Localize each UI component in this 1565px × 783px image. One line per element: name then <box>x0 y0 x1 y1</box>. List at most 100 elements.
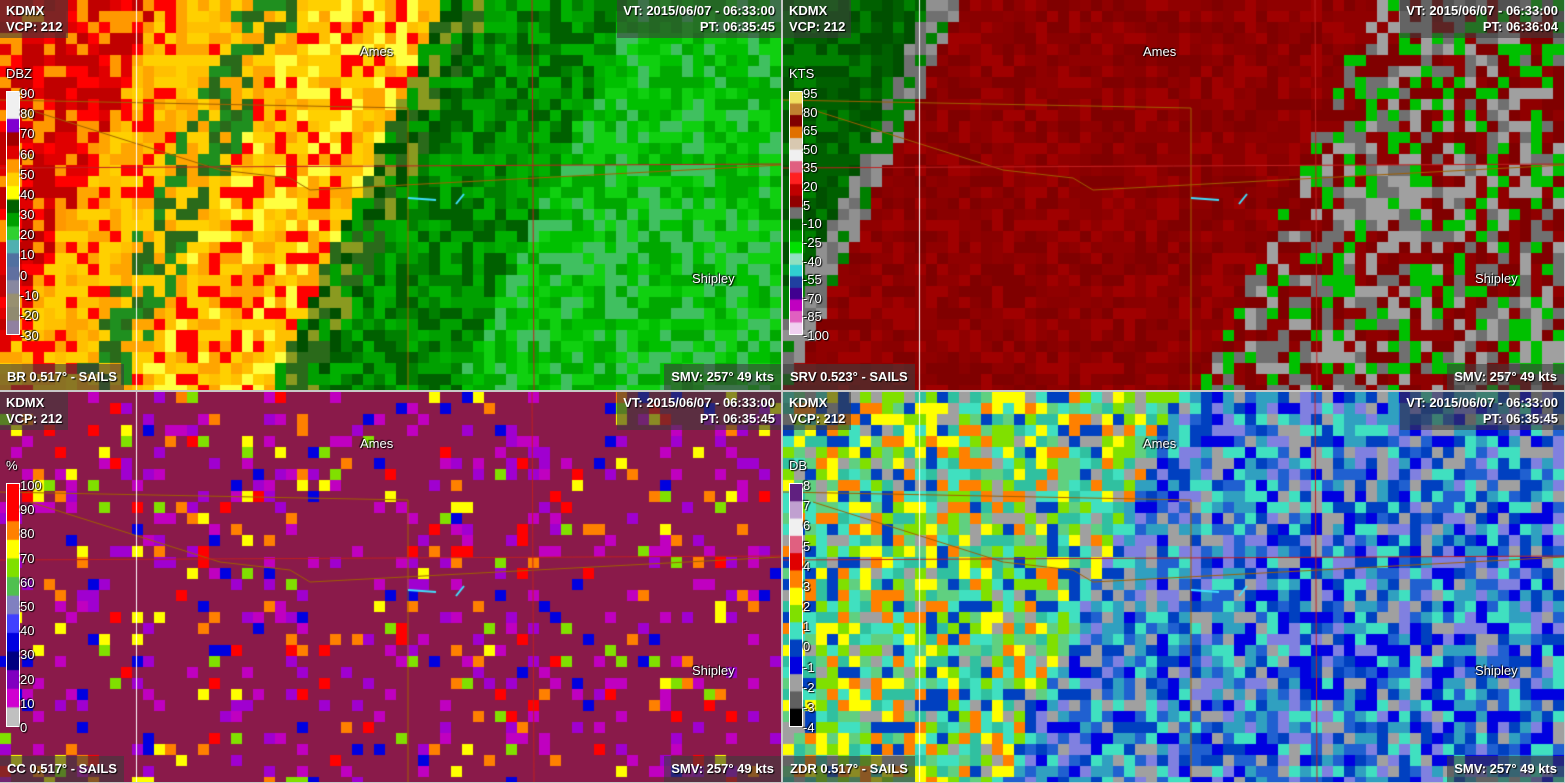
legend-tick: 60 <box>20 574 35 590</box>
color-legend <box>789 91 803 335</box>
legend-tick: 95 <box>803 86 818 101</box>
legend-tick: -70 <box>803 290 822 306</box>
legend-tick: 80 <box>20 526 35 542</box>
city-label-ames: Ames <box>360 44 394 59</box>
legend-tick: -25 <box>803 234 822 250</box>
legend-tick: -85 <box>803 309 822 325</box>
legend-tick: 30 <box>20 647 35 663</box>
legend-tick: 80 <box>803 104 818 120</box>
time-info: VT: 2015/06/07 - 06:33:00 PT: 06:35:45 <box>617 0 781 38</box>
legend-tick: 80 <box>20 106 35 122</box>
legend-tick: 1 <box>803 619 811 635</box>
legend-tick: -4 <box>803 720 815 735</box>
volume-time: VT: 2015/06/07 - 06:33:00 <box>1406 3 1558 18</box>
legend-tick: 7 <box>803 498 811 514</box>
legend-tick: -2 <box>803 679 815 695</box>
storm-motion: SMV: 257° 49 kts <box>1447 756 1564 782</box>
legend-tick: 2 <box>803 599 811 614</box>
legend-tick: 20 <box>20 227 35 243</box>
volume-time: VT: 2015/06/07 - 06:33:00 <box>623 3 775 18</box>
legend-tick: -55 <box>803 272 822 288</box>
legend-tick: 50 <box>20 166 35 182</box>
legend-tick: 50 <box>803 141 818 157</box>
radar-image[interactable] <box>0 392 781 782</box>
city-label-shipley: Shipley <box>692 663 735 678</box>
legend-unit: % <box>6 458 18 473</box>
legend-tick: 10 <box>20 695 35 711</box>
legend-tick: 5 <box>803 538 811 554</box>
legend-tick: 40 <box>20 623 35 639</box>
city-label-shipley: Shipley <box>1475 663 1518 678</box>
legend-tick: 40 <box>20 186 35 202</box>
legend-tick: 50 <box>20 599 35 614</box>
station-id: KDMX <box>6 395 45 410</box>
product-time: PT: 06:35:45 <box>699 19 775 34</box>
legend-tick: 20 <box>803 179 818 195</box>
city-label-ames: Ames <box>360 436 394 451</box>
product-time: PT: 06:35:45 <box>1482 411 1558 426</box>
product-label: SRV 0.523° - SAILS <box>783 364 915 390</box>
legend-tick: 90 <box>20 86 35 101</box>
legend-tick: -30 <box>20 328 39 343</box>
legend-tick: 10 <box>20 247 35 263</box>
city-label-shipley: Shipley <box>692 271 735 286</box>
product-label: CC 0.517° - SAILS <box>0 756 124 782</box>
station-id: KDMX <box>6 3 45 18</box>
legend-tick: -10 <box>20 287 39 303</box>
legend-tick: -1 <box>803 659 815 675</box>
legend-tick: -10 <box>803 216 822 232</box>
radar-image[interactable] <box>783 0 1564 390</box>
legend-unit: DBZ <box>6 66 32 81</box>
volume-time: VT: 2015/06/07 - 06:33:00 <box>1406 395 1558 410</box>
legend-tick: 65 <box>803 123 818 139</box>
legend-tick: 0 <box>803 639 811 655</box>
product-label: ZDR 0.517° - SAILS <box>783 756 915 782</box>
product-label: BR 0.517° - SAILS <box>0 364 124 390</box>
vcp: VCP: 212 <box>789 411 846 426</box>
legend-unit: KTS <box>789 66 815 81</box>
vcp: VCP: 212 <box>789 19 846 34</box>
legend-tick: 70 <box>20 550 35 566</box>
legend-tick: 90 <box>20 502 35 518</box>
storm-motion: SMV: 257° 49 kts <box>664 756 781 782</box>
time-info: VT: 2015/06/07 - 06:33:00 PT: 06:35:45 <box>1400 392 1564 430</box>
legend-unit: DB <box>789 458 808 473</box>
vcp: VCP: 212 <box>6 19 63 34</box>
city-label-ames: Ames <box>1143 436 1177 451</box>
station-info: KDMX VCP: 212 <box>0 0 69 38</box>
legend-tick: 0 <box>20 720 28 735</box>
radar-panel-srv[interactable]: KDMX VCP: 212 VT: 2015/06/07 - 06:33:00 PT… <box>783 0 1564 390</box>
time-info: VT: 2015/06/07 - 06:33:00 PT: 06:35:45 <box>617 392 781 430</box>
station-info: KDMX VCP: 212 <box>0 392 69 430</box>
legend-tick: 20 <box>20 671 35 687</box>
city-label-ames: Ames <box>1143 44 1177 59</box>
legend-tick: -20 <box>20 307 39 323</box>
radar-image[interactable] <box>783 392 1564 782</box>
legend-tick: -3 <box>803 699 815 715</box>
station-info: KDMX VCP: 212 <box>783 0 852 38</box>
legend-tick: 0 <box>20 267 28 283</box>
legend-tick: -40 <box>803 253 822 269</box>
station-id: KDMX <box>789 3 828 18</box>
radar-panel-br[interactable]: KDMX VCP: 212 VT: 2015/06/07 - 06:33:00 PT… <box>0 0 781 390</box>
legend-tick: 3 <box>803 578 811 594</box>
station-id: KDMX <box>789 395 828 410</box>
time-info: VT: 2015/06/07 - 06:33:00 PT: 06:36:04 <box>1400 0 1564 38</box>
radar-panel-cc[interactable]: KDMX VCP: 212 VT: 2015/06/07 - 06:33:00 PT… <box>0 392 781 782</box>
radar-panel-zdr[interactable]: KDMX VCP: 212 VT: 2015/06/07 - 06:33:00 PT… <box>783 392 1564 782</box>
storm-motion: SMV: 257° 49 kts <box>664 364 781 390</box>
color-legend <box>6 483 20 727</box>
product-time: PT: 06:36:04 <box>1482 19 1558 34</box>
product-time: PT: 06:35:45 <box>699 411 775 426</box>
station-info: KDMX VCP: 212 <box>783 392 852 430</box>
legend-tick: 60 <box>20 146 35 162</box>
legend-tick: 4 <box>803 558 811 574</box>
color-legend <box>6 91 20 335</box>
legend-tick: 100 <box>20 478 42 493</box>
legend-tick: -100 <box>803 328 830 343</box>
legend-tick: 8 <box>803 478 811 493</box>
radar-image[interactable] <box>0 0 781 390</box>
legend-tick: 70 <box>20 126 35 142</box>
legend-tick: 35 <box>803 160 818 176</box>
legend-tick: 5 <box>803 197 811 213</box>
